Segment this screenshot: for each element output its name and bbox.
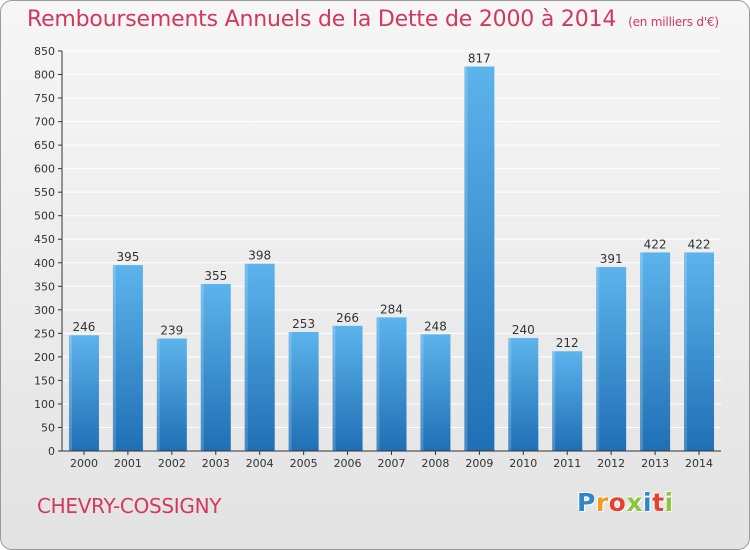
data-label-2006: 266 (336, 311, 359, 325)
y-tick-label: 250 (34, 327, 55, 340)
bar-highlight (420, 334, 424, 451)
data-label-2011: 212 (556, 336, 579, 350)
bar-highlight (464, 66, 468, 451)
data-label-2012: 391 (600, 252, 623, 266)
x-tick-label-2011: 2011 (553, 457, 581, 470)
y-tick-label: 150 (34, 374, 55, 387)
chart-subtitle: (en milliers d'€) (628, 15, 719, 29)
bar-2010 (508, 338, 539, 451)
y-tick-label: 500 (34, 210, 55, 223)
chart-title: Remboursements Annuels de la Dette de 20… (27, 7, 719, 32)
x-tick-label-2009: 2009 (465, 457, 493, 470)
data-label-2001: 395 (116, 250, 139, 264)
y-tick-label: 600 (34, 163, 55, 176)
bar-highlight (332, 325, 336, 451)
x-tick-label-2008: 2008 (421, 457, 449, 470)
x-tick-label-2013: 2013 (641, 457, 669, 470)
data-label-2014: 422 (688, 237, 711, 251)
axes: 0 50 100 150 200 250 300 350 400 450 500 550 600 650 7… (34, 45, 721, 470)
data-label-2008: 248 (424, 319, 447, 333)
x-tick-label-2007: 2007 (378, 457, 406, 470)
bar-2005 (288, 331, 319, 451)
bar-highlight (596, 267, 600, 451)
chart-title-text: Remboursements Annuels de la Dette de 20… (27, 7, 617, 32)
x-tick-label-2002: 2002 (158, 457, 186, 470)
bar-2000 (68, 335, 99, 451)
x-tick-label-2014: 2014 (685, 457, 713, 470)
logo-letter: t (652, 488, 665, 517)
x-tick-label-2003: 2003 (202, 457, 230, 470)
y-tick-label: 700 (34, 116, 55, 129)
bar-highlight (508, 338, 512, 451)
bar-highlight (68, 335, 72, 451)
bar-highlight (684, 252, 688, 451)
logo-letter: x (626, 488, 643, 517)
x-tick-label-2012: 2012 (597, 457, 625, 470)
x-tick-label-2006: 2006 (334, 457, 362, 470)
bar-2011 (552, 351, 583, 451)
bar-2003 (200, 283, 231, 451)
y-tick-label: 300 (34, 304, 55, 317)
data-label-2004: 398 (248, 249, 271, 263)
bar-2013 (640, 252, 671, 451)
y-tick-label: 350 (34, 280, 55, 293)
data-label-2009: 817 (468, 52, 491, 66)
logo-letter: i (664, 488, 674, 517)
bar-2004 (244, 263, 275, 451)
bar-highlight (288, 331, 292, 451)
bar-highlight (244, 263, 248, 451)
bar-2001 (112, 265, 143, 451)
proxiti-logo: Proxiti (577, 488, 674, 517)
bar-2006 (332, 325, 363, 451)
bar-highlight (156, 338, 160, 451)
bar-highlight (640, 252, 644, 451)
data-label-2000: 246 (73, 320, 96, 334)
bar-2014 (684, 252, 715, 451)
data-label-2005: 253 (292, 317, 315, 331)
data-label-2010: 240 (512, 323, 535, 337)
commune-name: CHEVRY-COSSIGNY (37, 494, 222, 518)
y-tick-label: 450 (34, 233, 55, 246)
bar-2008 (420, 334, 451, 451)
bar-2007 (376, 317, 407, 451)
bar-highlight (200, 283, 204, 451)
logo-letter: i (643, 488, 653, 517)
bar-2002 (156, 338, 187, 451)
bar-2009 (464, 66, 495, 451)
y-tick-label: 800 (34, 69, 55, 82)
y-tick-label: 100 (34, 398, 55, 411)
bar-highlight (112, 265, 116, 451)
logo-letter: o (608, 488, 627, 517)
y-tick-label: 550 (34, 186, 55, 199)
y-tick-label: 750 (34, 92, 55, 105)
y-tick-label: 0 (48, 445, 55, 458)
bar-highlight (552, 351, 556, 451)
data-label-2002: 239 (160, 324, 183, 338)
x-tick-label-2000: 2000 (70, 457, 98, 470)
data-labels: 246 395 239 355 398 253 266 284 248 817 240 212 391 4… (73, 52, 711, 351)
data-label-2013: 422 (644, 237, 667, 251)
x-tick-label-2001: 2001 (114, 457, 142, 470)
x-tick-label-2004: 2004 (246, 457, 274, 470)
bar-2012 (596, 267, 627, 451)
data-label-2003: 355 (204, 269, 227, 283)
bar-highlight (376, 317, 380, 451)
x-tick-label-2010: 2010 (509, 457, 537, 470)
bars (68, 66, 715, 451)
y-tick-label: 200 (34, 351, 55, 364)
logo-letter: P (577, 488, 596, 517)
x-tick-label-2005: 2005 (290, 457, 318, 470)
y-tick-label: 850 (34, 45, 55, 58)
y-tick-label: 400 (34, 257, 55, 270)
data-label-2007: 284 (380, 302, 403, 316)
y-tick-label: 650 (34, 139, 55, 152)
y-tick-label: 50 (41, 421, 55, 434)
logo-letter: r (595, 488, 609, 517)
